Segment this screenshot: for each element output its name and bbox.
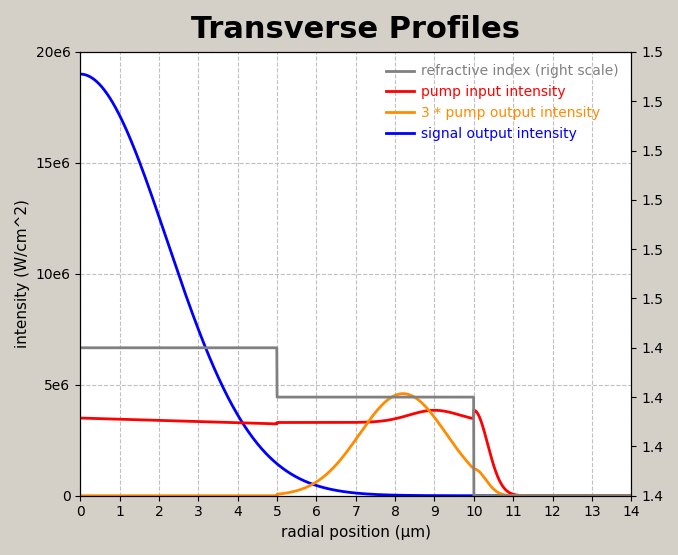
- X-axis label: radial position (µm): radial position (µm): [281, 525, 431, 540]
- Y-axis label: intensity (W/cm^2): intensity (W/cm^2): [15, 199, 30, 348]
- Title: Transverse Profiles: Transverse Profiles: [191, 15, 520, 44]
- Legend: refractive index (right scale), pump input intensity, 3 * pump output intensity,: refractive index (right scale), pump inp…: [381, 59, 624, 147]
